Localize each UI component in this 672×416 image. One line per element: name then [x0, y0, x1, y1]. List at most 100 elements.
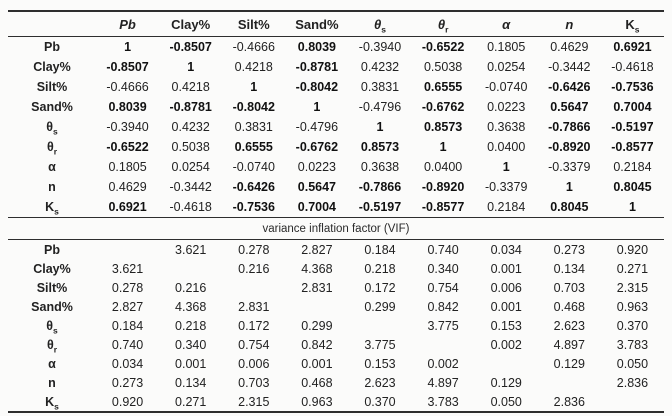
correlation-cell: 0.6921: [613, 40, 652, 54]
vif-cell: 0.754: [238, 337, 270, 352]
correlation-cell: -0.3379: [485, 180, 528, 194]
vif-cell: 0.271: [616, 261, 649, 276]
vif-cell: 0.001: [490, 299, 522, 314]
correlation-matrix-body: Pb 1 -0.8507 -0.4666 0.8039 -0.3940 -0.6522 0.1…: [8, 37, 664, 218]
vif-cell: 0.370: [616, 318, 649, 333]
correlation-cell: 0.5038: [423, 60, 463, 74]
vif-cell: 0.703: [553, 280, 585, 295]
correlation-cell: 0.2184: [474, 197, 538, 218]
label-text: α: [48, 160, 56, 174]
vif-cell: 0.370: [348, 392, 412, 413]
table-row: Sand% 0.8039 -0.8781 -0.8042 1 -0.4796 -0.6762…: [8, 97, 664, 117]
vif-cell: 0.153: [490, 318, 522, 333]
row-label: Sand%: [8, 97, 96, 117]
label-text: n: [48, 180, 56, 194]
correlation-cell: 0.3638: [487, 120, 526, 134]
correlation-cell: -0.4618: [611, 60, 654, 74]
correlation-cell: 0.0400: [423, 160, 463, 174]
correlation-cell: -0.8577: [411, 197, 475, 218]
row-label: Silt%: [8, 278, 96, 297]
label-subscript: s: [381, 24, 386, 35]
vif-cell: 0.299: [364, 299, 396, 314]
correlation-cell: 0.0254: [487, 60, 526, 74]
label-text: Sand%: [31, 299, 73, 314]
vif-cell: 0.468: [553, 299, 585, 314]
table-row: θs -0.3940 0.4232 0.3831 -0.4796 1 0.8573 0.363…: [8, 117, 664, 137]
label-text: n: [48, 375, 56, 390]
vif-cell: 2.827: [301, 242, 333, 257]
vif-cell: 2.836: [537, 392, 601, 413]
correlation-cell: 1: [124, 40, 132, 54]
vif-cell: [412, 335, 475, 354]
correlation-cell: -0.7536: [611, 80, 654, 94]
correlation-cell: -0.6426: [548, 80, 591, 94]
vif-cell: 0.299: [301, 318, 333, 333]
table-row: Clay% -0.8507 1 0.4218 -0.8781 0.4232 0.5038 0.…: [8, 57, 664, 77]
correlation-cell: 0.0223: [297, 160, 336, 174]
vif-cell: 2.831: [238, 299, 270, 314]
column-header: Silt%: [222, 10, 286, 37]
correlation-cell: -0.8042: [295, 80, 339, 94]
correlation-cell: 1: [376, 120, 384, 134]
row-label: n: [8, 177, 96, 197]
label-subscript: r: [53, 146, 58, 157]
table-row: α 0.034 0.001 0.006 0.001 0.153 0.002 0.129 0.05…: [8, 354, 664, 373]
label-subscript: s: [53, 325, 58, 335]
label-subscript: s: [54, 206, 59, 217]
vif-cell: 4.368: [301, 261, 333, 276]
vif-cell: 0.963: [616, 299, 649, 314]
vif-cell: 2.836: [616, 375, 649, 390]
table-row: θr 0.740 0.340 0.754 0.842 3.775 0.002 4.897 3.7…: [8, 335, 664, 354]
correlation-cell: -0.3940: [106, 120, 149, 134]
column-header: n: [537, 10, 601, 37]
correlation-cell: -0.6522: [106, 140, 149, 154]
correlation-cell: -0.7866: [358, 180, 402, 194]
table-row: Ks 0.920 0.271 2.315 0.963 0.370 3.783 0.050 2.8…: [8, 392, 664, 413]
column-header: θs: [348, 10, 412, 37]
vif-cell: [348, 316, 411, 335]
correlation-cell: -0.5197: [611, 120, 654, 134]
vif-cell: [538, 373, 601, 392]
correlation-cell: 0.7004: [613, 100, 652, 114]
correlation-cell: 0.4218: [234, 60, 273, 74]
column-header: α: [474, 10, 538, 37]
vif-cell: 0.920: [616, 242, 649, 257]
vif-cell: 0.001: [301, 356, 333, 371]
row-label: α: [8, 157, 96, 177]
correlation-cell: 0.2184: [613, 160, 652, 174]
table-header-row: Pb Clay% Silt% Sand% θs θr α n Ks: [8, 10, 664, 37]
correlation-cell: -0.6762: [421, 100, 465, 114]
row-label: Clay%: [8, 259, 96, 278]
label-text: Silt%: [36, 80, 68, 94]
vif-section-title: variance inflation factor (VIF): [8, 217, 664, 240]
correlation-cell: 1: [502, 160, 510, 174]
vif-cell: 2.315: [616, 280, 649, 295]
vif-cell: 0.134: [553, 261, 585, 276]
vif-cell: 0.129: [553, 356, 585, 371]
vif-matrix-body: Pb 3.621 0.278 2.827 0.184 0.740 0.034 0.273 0.9…: [8, 240, 664, 413]
vif-cell: 0.468: [301, 375, 333, 390]
vif-cell: 0.034: [490, 242, 522, 257]
column-header: θr: [411, 10, 475, 37]
label-text: Silt%: [237, 16, 270, 32]
vif-cell: 0.002: [427, 356, 459, 371]
vif-cell: 0.340: [427, 261, 459, 276]
vif-cell: 0.920: [96, 392, 160, 413]
correlation-cell: 0.7004: [285, 197, 349, 218]
label-text: Clay%: [33, 261, 71, 276]
correlation-cell: -0.0740: [485, 80, 528, 94]
vif-cell: 0.740: [111, 337, 144, 352]
correlation-cell: -0.8507: [106, 60, 149, 74]
label-text: θ: [46, 318, 54, 333]
table-row: α 0.1805 0.0254 -0.0740 0.0223 0.3638 0.0400 1 -…: [8, 157, 664, 177]
label-subscript: s: [53, 126, 58, 137]
table-row: θs 0.184 0.218 0.172 0.299 3.775 0.153 2.623 0.3…: [8, 316, 664, 335]
column-header: Clay%: [159, 10, 223, 37]
correlation-cell: 0.8573: [423, 120, 463, 134]
vif-cell: 2.827: [111, 299, 144, 314]
vif-cell: 0.842: [427, 299, 459, 314]
label-text: Pb: [44, 40, 60, 54]
label-text: K: [625, 16, 635, 32]
correlation-cell: 0.8573: [360, 140, 400, 154]
table-row: Silt% 0.278 0.216 2.831 0.172 0.754 0.006 0.703…: [8, 278, 664, 297]
